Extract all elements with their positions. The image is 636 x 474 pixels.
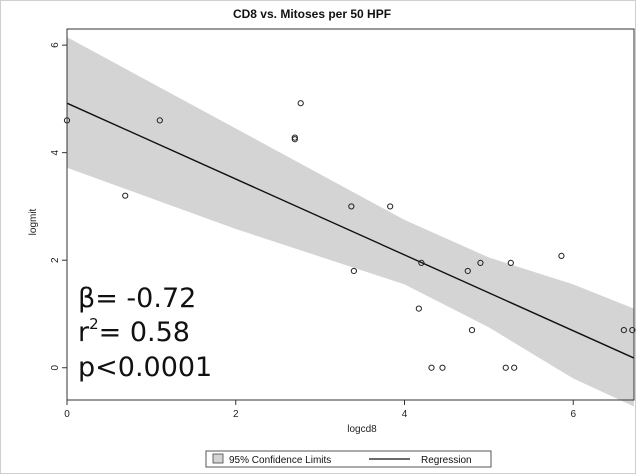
x-tick-label: 6 bbox=[570, 409, 576, 420]
x-tick-label: 4 bbox=[402, 409, 408, 420]
data-point bbox=[464, 267, 471, 275]
data-point bbox=[511, 364, 518, 371]
data-point bbox=[439, 364, 446, 371]
r-squared-label: r2= 0.58 bbox=[78, 315, 190, 348]
legend-box bbox=[205, 450, 492, 468]
y-tick-label: 6 bbox=[50, 42, 61, 48]
plot-area bbox=[63, 28, 636, 407]
data-point bbox=[387, 203, 394, 210]
data-point bbox=[297, 100, 304, 107]
legend-swatch-band bbox=[212, 453, 224, 464]
x-tick-label: 0 bbox=[64, 409, 70, 420]
r-squared-superscript: 2 bbox=[89, 315, 99, 333]
y-axis-ticks: 0 2 4 6 bbox=[50, 42, 67, 371]
legend-label-line: Regression bbox=[421, 455, 472, 466]
x-axis-ticks: 0 2 4 6 bbox=[64, 400, 576, 420]
data-point bbox=[620, 327, 627, 334]
data-point bbox=[507, 259, 514, 266]
data-point bbox=[477, 259, 484, 266]
data-point bbox=[558, 252, 565, 260]
legend-label-band: 95% Confidence Limits bbox=[229, 455, 331, 466]
data-point bbox=[348, 203, 355, 210]
r-squared-value: = 0.58 bbox=[99, 317, 190, 348]
y-tick-label: 2 bbox=[50, 257, 61, 263]
x-tick-label: 2 bbox=[233, 409, 239, 420]
r-squared-prefix: r bbox=[78, 317, 90, 348]
y-axis-title: logmit bbox=[28, 208, 39, 235]
stats-annotation: β= -0.72 r2= 0.58 p<0.0001 bbox=[78, 283, 212, 383]
data-points bbox=[63, 100, 636, 371]
data-point bbox=[156, 117, 163, 124]
beta-label: β= -0.72 bbox=[78, 283, 196, 314]
y-tick-label: 0 bbox=[50, 365, 61, 371]
data-point bbox=[291, 134, 298, 141]
x-axis-title: logcd8 bbox=[347, 424, 377, 435]
y-tick-label: 4 bbox=[50, 149, 61, 155]
data-point bbox=[415, 305, 422, 312]
chart-title: CD8 vs. Mitoses per 50 HPF bbox=[233, 7, 391, 21]
confidence-band bbox=[67, 37, 634, 407]
data-point bbox=[468, 327, 476, 334]
data-point bbox=[418, 259, 425, 266]
data-point bbox=[122, 192, 129, 199]
plot-frame bbox=[66, 28, 635, 401]
data-point bbox=[629, 327, 636, 334]
data-point bbox=[350, 267, 357, 275]
legend: 95% Confidence Limits Regression bbox=[205, 450, 492, 468]
data-point bbox=[428, 364, 435, 371]
p-value-label: p<0.0001 bbox=[78, 352, 212, 383]
regression-line bbox=[66, 102, 635, 359]
data-point bbox=[502, 364, 509, 371]
